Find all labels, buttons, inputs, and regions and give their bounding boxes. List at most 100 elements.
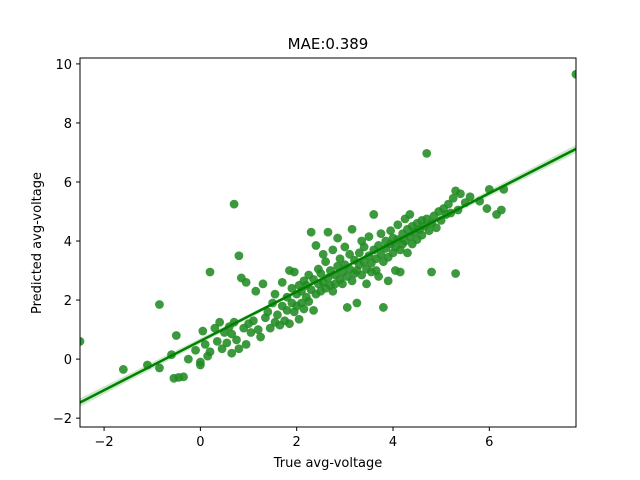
data-point (241, 277, 251, 287)
data-point (232, 335, 241, 345)
data-point (212, 336, 222, 346)
data-point (345, 249, 355, 259)
data-point (309, 305, 318, 315)
data-point (393, 220, 403, 230)
data-point (304, 297, 314, 306)
data-point (405, 210, 415, 219)
plot-area (80, 69, 576, 407)
data-point (294, 314, 304, 324)
data-point (386, 226, 396, 236)
data-point (217, 344, 227, 354)
x-tick-label: 0 (196, 435, 204, 450)
data-point (357, 270, 367, 280)
data-point (403, 248, 412, 258)
data-point (258, 279, 268, 289)
axes-frame (79, 57, 577, 428)
data-point (229, 199, 239, 209)
regression-line (80, 147, 576, 404)
data-point (347, 224, 357, 234)
data-point (451, 269, 461, 278)
data-point (335, 254, 345, 264)
data-point (265, 323, 275, 333)
data-point (376, 249, 386, 259)
data-point (338, 279, 347, 289)
data-point (316, 269, 326, 278)
data-point (427, 267, 436, 277)
data-point (80, 336, 85, 346)
x-axis-label: True avg-voltage (273, 456, 383, 471)
data-point (417, 230, 427, 240)
data-point (248, 316, 258, 326)
y-tick-label: −2 (53, 412, 72, 427)
data-point (253, 325, 263, 334)
data-point (352, 298, 362, 308)
data-point (376, 229, 386, 239)
data-point (333, 233, 343, 243)
data-point (155, 363, 164, 373)
data-point (354, 248, 364, 258)
data-point (277, 277, 287, 287)
data-point (285, 319, 294, 329)
data-point (328, 245, 338, 255)
data-point (191, 345, 200, 355)
y-axis: −2 0 2 4 6 8 10 (53, 58, 80, 427)
data-point (482, 204, 492, 213)
x-tick-label: 6 (485, 435, 493, 450)
y-tick-label: 8 (64, 117, 72, 132)
data-point (496, 205, 506, 215)
data-point (195, 360, 205, 370)
data-point (200, 339, 210, 349)
y-tick-label: 4 (64, 235, 72, 250)
data-point (374, 272, 383, 281)
data-point (431, 223, 441, 233)
data-point (256, 332, 265, 342)
data-point (171, 331, 181, 340)
data-point (282, 305, 292, 315)
data-point (179, 372, 188, 382)
data-point (383, 276, 393, 286)
data-point (273, 310, 282, 320)
data-point (227, 329, 237, 339)
data-point (340, 242, 350, 252)
data-point (287, 283, 297, 293)
data-point (342, 303, 352, 312)
data-point (234, 251, 244, 261)
data-point (456, 189, 465, 199)
data-point (270, 289, 280, 299)
data-point (311, 241, 321, 250)
data-point (318, 249, 328, 259)
data-point (210, 323, 220, 333)
x-tick-label: 2 (293, 435, 301, 450)
data-point (395, 267, 405, 277)
data-point (263, 307, 273, 317)
data-point (369, 210, 379, 219)
y-tick-label: 6 (64, 176, 72, 191)
data-point (443, 199, 453, 209)
data-point (234, 344, 244, 354)
data-point (378, 303, 388, 312)
data-point (422, 148, 432, 158)
data-point (347, 276, 357, 286)
data-point (183, 354, 193, 364)
data-point (306, 227, 316, 237)
data-point (251, 286, 261, 296)
data-point (198, 326, 208, 336)
data-point (362, 279, 371, 289)
data-point (205, 347, 215, 357)
data-point (328, 286, 338, 296)
y-tick-label: 10 (55, 58, 72, 73)
data-point (155, 300, 164, 309)
data-point (571, 69, 576, 79)
data-point (448, 193, 458, 203)
data-point (222, 338, 232, 348)
data-point (205, 267, 215, 277)
data-point (215, 317, 225, 327)
data-point (241, 339, 251, 349)
x-axis: −2 0 2 4 6 (94, 427, 493, 450)
data-point (227, 348, 237, 358)
data-point (118, 365, 128, 374)
data-point (359, 242, 369, 252)
y-tick-label: 0 (64, 353, 72, 368)
data-point (246, 328, 256, 337)
